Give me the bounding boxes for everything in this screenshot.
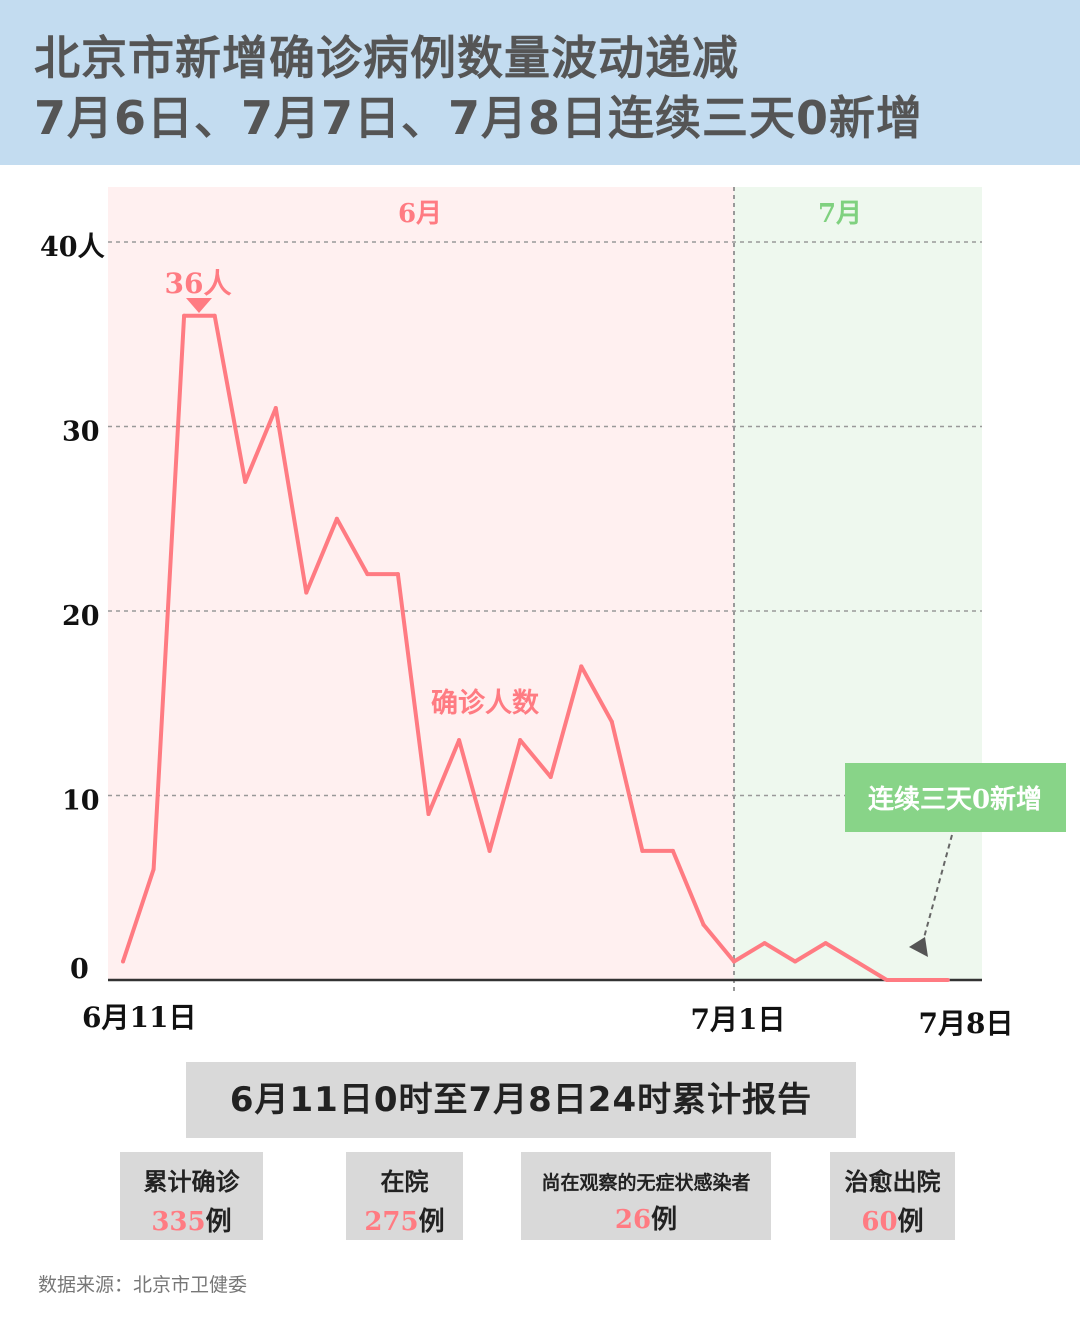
gridlines [108,241,982,797]
data-point [395,572,400,577]
stat-total-confirmed: 累计确诊 335例 [120,1152,263,1240]
stat-in-hospital: 在院 275例 [346,1152,463,1240]
report-title: 6月11日0时至7月8日24时累计报告 [186,1062,856,1138]
y-tick-label: 40人 [40,232,105,263]
stat-recovered: 治愈出院 60例 [830,1152,955,1240]
y-tick-label: 20 [62,601,100,632]
data-point [945,978,950,982]
peak-label: 36人 [165,267,232,300]
data-point [518,738,523,743]
data-point [365,572,370,577]
data-point [670,848,675,853]
y-tick-label: 30 [62,417,100,448]
data-point [212,313,217,318]
data-point [884,978,889,982]
data-point [823,941,828,946]
stat-unit: 例 [205,1207,232,1237]
x-tick-label: 7月8日 [919,1007,1014,1040]
y-tick-label: 10 [62,786,100,817]
data-point [640,848,645,853]
x-tick-label: 7月1日 [691,1003,786,1036]
data-point [426,811,431,816]
series-line-confirmed [121,313,948,982]
stat-value: 26 [614,1205,652,1235]
data-point [548,775,553,780]
july-period-bg [734,187,982,980]
data-point [732,959,736,964]
data-point [854,959,859,964]
title-line-1: 北京市新增确诊病例数量波动递减 [34,31,739,85]
data-point [487,848,492,853]
data-point [334,516,339,521]
data-point [579,664,584,669]
stat-unit: 例 [651,1205,678,1235]
data-point [182,313,187,318]
june-period-bg [108,187,734,980]
data-point [701,922,706,927]
x-tick-labels: 6月11日 7月1日 7月8日 [82,1001,1013,1040]
peak-marker-arrow [186,298,212,313]
data-point [121,959,125,964]
data-point [762,941,767,946]
stat-value: 275 [364,1207,419,1237]
header-banner: 北京市新增确诊病例数量波动递减 7月6日、7月7日、7月8日连续三天0新增 [0,0,1080,165]
data-point [151,867,156,872]
stat-value: 60 [861,1207,898,1237]
callout-box [845,763,1066,832]
data-source: 数据来源：北京市卫健委 [38,1274,248,1296]
data-point [793,959,798,964]
callout-arrow-head [909,937,928,957]
data-point [304,590,309,595]
stat-value: 335 [151,1207,206,1237]
july-period-label: 7月 [818,199,862,229]
stat-unit: 例 [418,1207,445,1237]
stat-label: 在院 [380,1168,429,1196]
x-tick-label: 6月11日 [82,1001,196,1034]
june-period-label: 6月 [398,199,442,229]
data-point [243,479,248,484]
data-point [273,406,278,411]
series-label: 确诊人数 [431,687,540,719]
stat-asymptomatic: 尚在观察的无症状感染者 26例 [521,1152,771,1240]
callout-arrow-line [921,834,953,946]
data-point [457,738,462,743]
callout-text: 连续三天0新增 [868,784,1042,815]
data-point [915,978,920,982]
y-tick-labels: 0 10 20 30 40人 [40,232,105,985]
stat-label: 治愈出院 [844,1168,941,1196]
data-points [121,313,950,982]
y-tick-label: 0 [70,954,89,985]
stat-unit: 例 [897,1207,924,1237]
stat-label: 尚在观察的无症状感染者 [541,1172,751,1194]
stat-label: 累计确诊 [143,1168,240,1196]
title-line-2: 7月6日、7月7日、7月8日连续三天0新增 [34,91,924,145]
data-point [609,719,614,724]
